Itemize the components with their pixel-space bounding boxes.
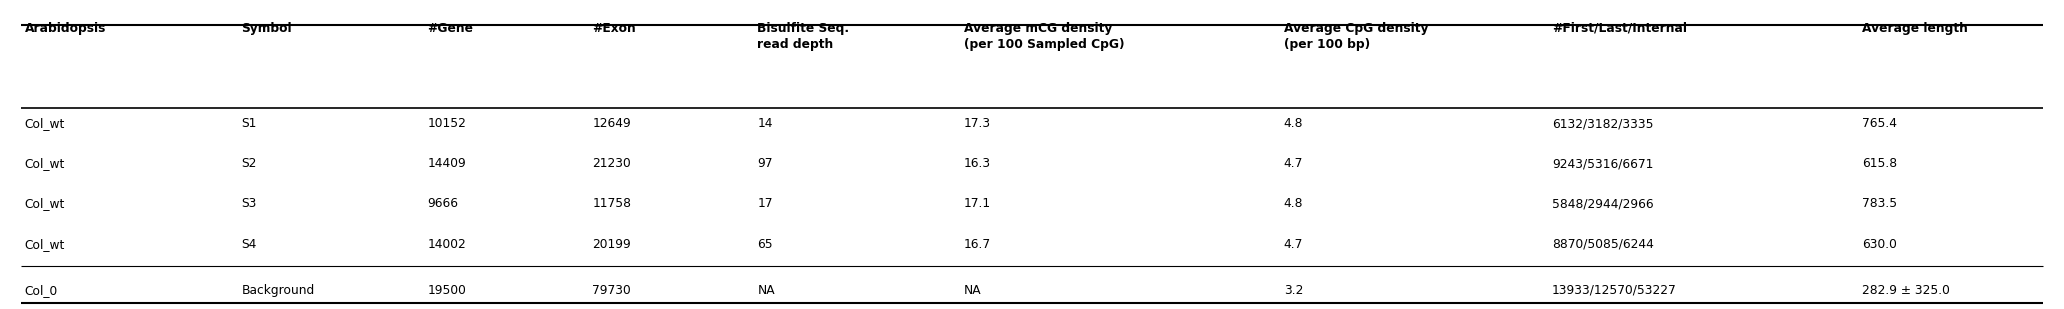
Text: Arabidopsis: Arabidopsis xyxy=(25,22,105,35)
Text: 79730: 79730 xyxy=(592,284,632,297)
Text: #First/Last/Internal: #First/Last/Internal xyxy=(1552,22,1686,35)
Text: S4: S4 xyxy=(241,238,256,251)
Text: 20199: 20199 xyxy=(592,238,632,251)
Text: 4.8: 4.8 xyxy=(1284,197,1302,210)
Text: Bisulfite Seq.
read depth: Bisulfite Seq. read depth xyxy=(757,22,850,51)
Text: 9666: 9666 xyxy=(427,197,458,210)
Text: 4.8: 4.8 xyxy=(1284,117,1302,130)
Text: 21230: 21230 xyxy=(592,157,632,170)
Text: 4.7: 4.7 xyxy=(1284,238,1302,251)
Text: Col_wt: Col_wt xyxy=(25,117,66,130)
Text: 5848/2944/2966: 5848/2944/2966 xyxy=(1552,197,1653,210)
Text: Average length: Average length xyxy=(1862,22,1967,35)
Text: 17.3: 17.3 xyxy=(964,117,991,130)
Text: 3.2: 3.2 xyxy=(1284,284,1302,297)
Text: NA: NA xyxy=(964,284,982,297)
Text: Average mCG density
(per 100 Sampled CpG): Average mCG density (per 100 Sampled CpG… xyxy=(964,22,1125,51)
Text: 765.4: 765.4 xyxy=(1862,117,1897,130)
Text: 14: 14 xyxy=(757,117,774,130)
Text: Symbol: Symbol xyxy=(241,22,293,35)
Text: 19500: 19500 xyxy=(427,284,466,297)
Text: 16.7: 16.7 xyxy=(964,238,991,251)
Text: 14409: 14409 xyxy=(427,157,466,170)
Text: Col_0: Col_0 xyxy=(25,284,58,297)
Text: 12649: 12649 xyxy=(592,117,632,130)
Text: 17: 17 xyxy=(757,197,774,210)
Text: NA: NA xyxy=(757,284,776,297)
Text: 13933/12570/53227: 13933/12570/53227 xyxy=(1552,284,1676,297)
Text: #Exon: #Exon xyxy=(592,22,636,35)
Text: 17.1: 17.1 xyxy=(964,197,991,210)
Text: S2: S2 xyxy=(241,157,256,170)
Text: 97: 97 xyxy=(757,157,774,170)
Text: Col_wt: Col_wt xyxy=(25,197,66,210)
Text: 9243/5316/6671: 9243/5316/6671 xyxy=(1552,157,1653,170)
Text: Background: Background xyxy=(241,284,314,297)
Text: Average CpG density
(per 100 bp): Average CpG density (per 100 bp) xyxy=(1284,22,1428,51)
Text: 6132/3182/3335: 6132/3182/3335 xyxy=(1552,117,1653,130)
Text: 8870/5085/6244: 8870/5085/6244 xyxy=(1552,238,1653,251)
Text: 282.9 ± 325.0: 282.9 ± 325.0 xyxy=(1862,284,1950,297)
Text: S1: S1 xyxy=(241,117,256,130)
Text: S3: S3 xyxy=(241,197,256,210)
Text: Col_wt: Col_wt xyxy=(25,238,66,251)
Text: Col_wt: Col_wt xyxy=(25,157,66,170)
Text: 65: 65 xyxy=(757,238,774,251)
Text: 4.7: 4.7 xyxy=(1284,157,1302,170)
Text: 14002: 14002 xyxy=(427,238,466,251)
Text: 783.5: 783.5 xyxy=(1862,197,1897,210)
Text: 11758: 11758 xyxy=(592,197,632,210)
Text: 630.0: 630.0 xyxy=(1862,238,1897,251)
Text: 615.8: 615.8 xyxy=(1862,157,1897,170)
Text: #Gene: #Gene xyxy=(427,22,473,35)
Text: 10152: 10152 xyxy=(427,117,466,130)
Text: 16.3: 16.3 xyxy=(964,157,991,170)
